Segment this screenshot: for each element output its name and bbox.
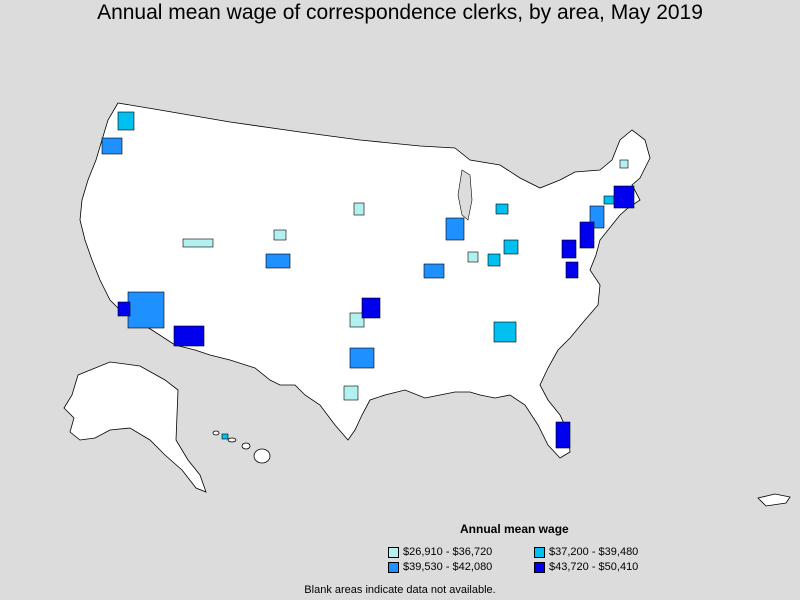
metro-area	[221, 433, 229, 440]
metro-area	[423, 263, 445, 279]
legend-label: $39,530 - $42,080	[403, 561, 493, 573]
metro-area	[127, 291, 165, 329]
metro-area	[173, 325, 205, 347]
metro-areas	[101, 111, 635, 449]
map-title: Annual mean wage of correspondence clerk…	[97, 1, 703, 24]
metro-area	[353, 202, 365, 216]
legend-item: $39,530 - $42,080	[388, 561, 534, 573]
metro-area	[265, 253, 291, 269]
metro-area	[101, 137, 123, 155]
puerto-rico	[757, 493, 791, 507]
legend: $26,910 - $36,720 $37,200 - $39,480 $39,…	[388, 546, 678, 573]
metro-area	[117, 111, 135, 131]
metro-area	[445, 217, 465, 241]
legend-swatch	[534, 561, 545, 573]
legend-swatch	[388, 561, 399, 573]
alaska-outline	[63, 361, 207, 493]
hawaii-islands	[212, 430, 271, 464]
metro-area	[561, 239, 577, 259]
footnote: Blank areas indicate data not available.	[304, 584, 496, 596]
metro-area	[467, 251, 479, 263]
metro-area	[579, 221, 595, 249]
metro-area	[343, 385, 359, 401]
legend-item: $43,720 - $50,410	[534, 561, 678, 573]
metro-area	[603, 195, 615, 205]
metro-area	[613, 185, 635, 209]
legend-swatch	[388, 546, 399, 558]
legend-item: $26,910 - $36,720	[388, 546, 534, 558]
metro-area	[487, 253, 501, 267]
metro-area	[117, 301, 131, 317]
legend-label: $26,910 - $36,720	[403, 546, 493, 558]
contiguous-us-outline	[79, 102, 651, 459]
metro-area	[182, 238, 214, 248]
metro-area	[349, 347, 375, 369]
metro-area	[361, 297, 381, 319]
legend-item: $37,200 - $39,480	[534, 546, 678, 558]
lake-michigan	[457, 169, 473, 221]
metro-area	[503, 239, 519, 255]
metro-area	[493, 321, 517, 343]
metro-area	[349, 312, 365, 328]
metro-area	[565, 261, 579, 279]
legend-label: $43,720 - $50,410	[549, 561, 639, 573]
legend-title: Annual mean wage	[460, 522, 569, 536]
legend-label: $37,200 - $39,480	[549, 546, 639, 558]
metro-area	[495, 203, 509, 215]
metro-area	[555, 421, 571, 449]
metro-area	[273, 229, 287, 241]
legend-swatch	[534, 546, 545, 558]
metro-area	[619, 159, 629, 169]
